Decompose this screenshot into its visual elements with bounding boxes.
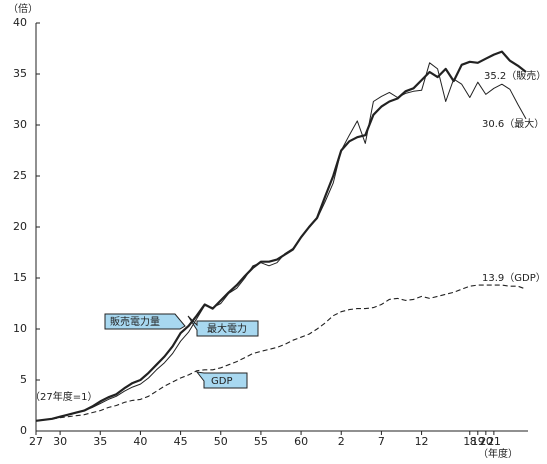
series-line: [35, 62, 527, 422]
legend-label: 販売電力量: [110, 315, 160, 328]
x-tick-label: 50: [214, 435, 228, 448]
x-tick-label: 12: [415, 435, 429, 448]
x-tick-label: 21: [487, 435, 500, 448]
y-tick-label: 20: [13, 220, 27, 233]
x-tick-label: 60: [294, 435, 308, 448]
x-tick-label: 40: [133, 435, 147, 448]
x-tick-label: 18: [463, 435, 476, 448]
x-tick-label: 30: [53, 435, 67, 448]
y-tick-label: 0: [20, 424, 27, 437]
y-tick-label: 30: [13, 118, 27, 131]
legend-label: GDP: [211, 376, 232, 387]
y-axis-label: （倍）: [8, 2, 38, 15]
x-tick-label: 35: [93, 435, 107, 448]
legend-label: 最大電力: [207, 322, 247, 335]
callout-box: [187, 315, 259, 337]
series-line: [35, 50, 527, 422]
x-axis-label: （年度）: [478, 447, 518, 460]
x-tick-label: 27: [29, 435, 43, 448]
y-tick-label: 40: [13, 16, 27, 29]
x-tick-label: 19: [471, 435, 484, 448]
y-tick-label: 25: [13, 169, 27, 182]
end-label: 35.2（販売）: [484, 69, 546, 82]
y-tick-label: 5: [20, 373, 27, 386]
end-label: 30.6（最大）: [482, 117, 544, 130]
y-tick-label: 10: [13, 322, 27, 335]
x-tick-label: 2: [338, 435, 345, 448]
index-note: （27年度=1）: [30, 390, 97, 403]
callout-box: [104, 313, 186, 330]
x-tick-label: 45: [174, 435, 188, 448]
y-tick-label: 15: [13, 271, 27, 284]
x-tick-label: 20: [479, 435, 492, 448]
x-tick-label: 7: [378, 435, 385, 448]
series-line: [35, 284, 527, 422]
y-tick-label: 35: [13, 67, 27, 80]
end-label: 13.9（GDP）: [482, 272, 546, 284]
x-tick-label: 55: [254, 435, 268, 448]
callout-box: [195, 371, 248, 389]
